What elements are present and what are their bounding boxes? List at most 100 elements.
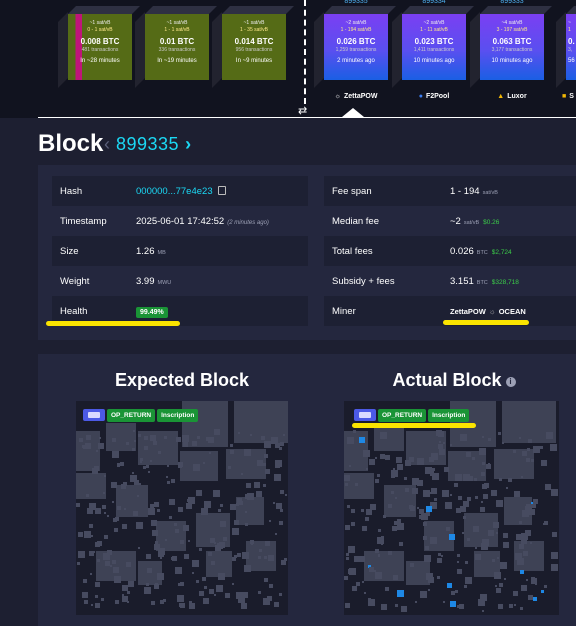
transaction-square[interactable] (496, 532, 498, 534)
transaction-square[interactable] (460, 434, 467, 441)
transaction-square[interactable] (438, 553, 441, 556)
transaction-square[interactable] (117, 506, 121, 510)
transaction-square[interactable] (241, 603, 247, 609)
transaction-square[interactable] (397, 464, 403, 470)
transaction-square[interactable] (355, 483, 358, 486)
transaction-square[interactable] (482, 462, 485, 465)
transaction-square[interactable] (223, 537, 227, 541)
transaction-square[interactable] (261, 436, 265, 440)
transaction-square[interactable] (513, 591, 518, 596)
transaction-square[interactable] (364, 592, 366, 594)
transaction-square[interactable] (366, 468, 368, 470)
transaction-square[interactable] (450, 494, 452, 496)
transaction-square[interactable] (384, 485, 416, 517)
transaction-square[interactable] (482, 436, 484, 438)
transaction-square[interactable] (93, 551, 95, 553)
transaction-square[interactable] (423, 536, 427, 540)
transaction-square[interactable] (234, 555, 237, 558)
transaction-square[interactable] (457, 569, 462, 574)
transaction-square[interactable] (250, 540, 253, 543)
transaction-square[interactable] (359, 437, 365, 443)
transaction-square[interactable] (121, 484, 126, 489)
transaction-square[interactable] (447, 583, 452, 588)
transaction-square[interactable] (544, 585, 547, 588)
transaction-square[interactable] (481, 472, 485, 476)
transaction-square[interactable] (188, 540, 190, 542)
transaction-square[interactable] (182, 435, 189, 442)
transaction-square[interactable] (189, 603, 195, 609)
mined-block[interactable]: ~ 1 0. 3, 56 n (556, 6, 576, 88)
transaction-square[interactable] (236, 592, 243, 599)
transaction-square[interactable] (417, 507, 419, 509)
transaction-square[interactable] (218, 509, 221, 512)
transaction-square[interactable] (89, 524, 93, 528)
transaction-square[interactable] (395, 604, 398, 607)
transaction-square[interactable] (83, 579, 87, 583)
transaction-square[interactable] (475, 496, 478, 499)
transaction-square[interactable] (275, 443, 280, 448)
transaction-square[interactable] (132, 472, 134, 474)
transaction-square[interactable] (137, 495, 139, 497)
transaction-square[interactable] (87, 508, 93, 514)
transaction-square[interactable] (228, 466, 231, 469)
transaction-square[interactable] (95, 595, 98, 598)
transaction-square[interactable] (140, 458, 143, 461)
transaction-square[interactable] (114, 528, 118, 532)
transaction-square[interactable] (242, 592, 248, 598)
transaction-square[interactable] (409, 457, 414, 462)
mined-block-height[interactable]: 899333 (500, 0, 524, 5)
transaction-square[interactable] (203, 598, 209, 604)
transaction-square[interactable] (158, 451, 161, 454)
transaction-square[interactable] (280, 509, 283, 512)
transaction-square[interactable] (144, 436, 148, 440)
transaction-square[interactable] (434, 498, 437, 501)
transaction-square[interactable] (178, 583, 181, 586)
transaction-square[interactable] (176, 437, 181, 442)
next-block-chevron-icon[interactable]: › (185, 134, 192, 154)
transaction-square[interactable] (186, 503, 192, 509)
transaction-square[interactable] (483, 494, 488, 499)
transaction-square[interactable] (417, 458, 424, 465)
transaction-square[interactable] (373, 507, 376, 510)
transaction-square[interactable] (182, 401, 228, 447)
transaction-square[interactable] (514, 491, 520, 497)
transaction-square[interactable] (499, 583, 503, 587)
transaction-square[interactable] (283, 434, 285, 436)
mined-block[interactable]: ~4 sat/vB 3 - 197 sat/vB 0.063 BTC 3,177… (470, 6, 552, 88)
transaction-square[interactable] (279, 447, 282, 450)
transaction-square[interactable] (428, 577, 434, 583)
transaction-square[interactable] (179, 603, 183, 607)
transaction-square[interactable] (410, 563, 414, 567)
transaction-square[interactable] (377, 537, 384, 544)
transaction-square[interactable] (550, 444, 557, 451)
transaction-square[interactable] (455, 474, 462, 481)
transaction-square[interactable] (498, 604, 503, 609)
transaction-square[interactable] (84, 531, 91, 538)
transaction-square[interactable] (245, 511, 247, 513)
mempool-block[interactable]: ~1 sat/vB 1 - 1 sat/vB 0.01 BTC 336 tran… (135, 6, 217, 88)
transaction-square[interactable] (148, 508, 155, 515)
transaction-square[interactable] (492, 559, 495, 562)
transaction-square[interactable] (535, 583, 537, 585)
transaction-square[interactable] (274, 474, 281, 481)
transaction-square[interactable] (493, 522, 499, 528)
transaction-square[interactable] (530, 542, 532, 544)
transaction-square[interactable] (430, 502, 437, 509)
mined-block[interactable]: ~2 sat/vB 1 - 194 sat/vB 0.026 BTC 1,259… (314, 6, 396, 88)
transaction-square[interactable] (544, 521, 548, 525)
transaction-square[interactable] (451, 591, 455, 595)
transaction-square[interactable] (415, 601, 417, 603)
tag-inscription[interactable]: Inscription (428, 409, 470, 422)
transaction-square[interactable] (417, 480, 423, 486)
transaction-square[interactable] (90, 573, 92, 575)
transaction-square[interactable] (209, 452, 211, 454)
transaction-square[interactable] (395, 497, 397, 499)
transaction-square[interactable] (237, 498, 242, 503)
transaction-square[interactable] (213, 490, 220, 497)
transaction-square[interactable] (528, 439, 532, 443)
transaction-square[interactable] (199, 548, 202, 551)
transaction-square[interactable] (268, 555, 274, 561)
transaction-square[interactable] (195, 441, 197, 443)
transaction-square[interactable] (89, 503, 96, 510)
transaction-square[interactable] (345, 603, 350, 608)
